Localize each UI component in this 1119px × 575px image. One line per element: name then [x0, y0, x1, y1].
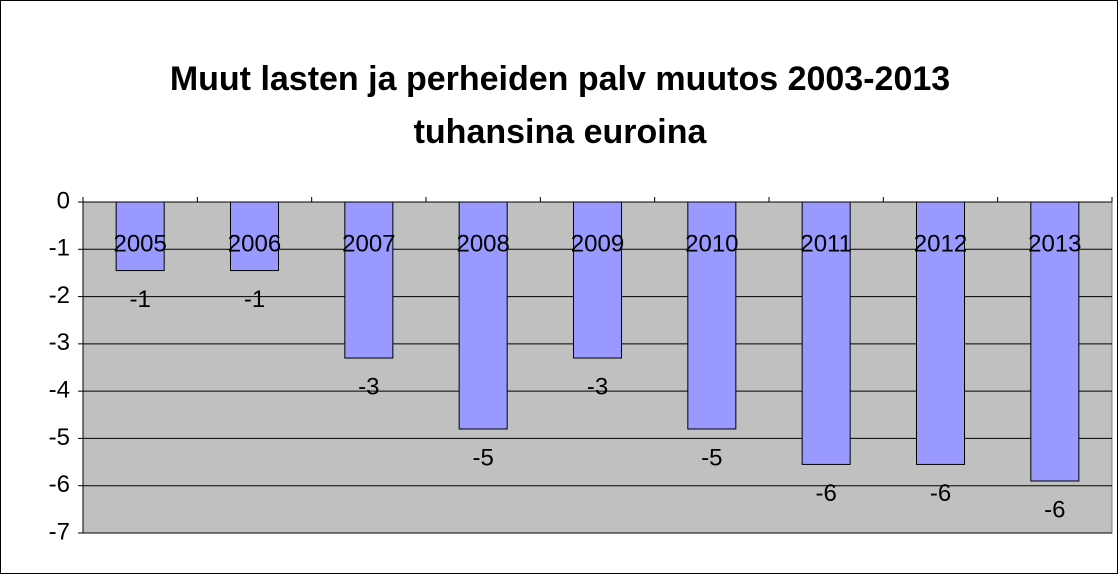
value-label: -1: [244, 286, 265, 313]
value-label: -6: [930, 480, 951, 507]
y-tick-label: -7: [49, 518, 70, 545]
value-label: -3: [358, 373, 379, 400]
x-tick-label: 2007: [342, 230, 395, 257]
y-tick-label: -4: [49, 376, 70, 403]
bar: [115, 201, 165, 272]
bar: [687, 201, 737, 430]
value-label: -5: [472, 444, 493, 471]
value-label: -3: [587, 373, 608, 400]
bar: [229, 201, 280, 272]
y-tick-label: -2: [49, 282, 70, 309]
value-label: -6: [1044, 496, 1065, 523]
chart-title: Muut lasten ja perheiden palv muutos 200…: [170, 60, 950, 98]
x-tick-label: 2011: [800, 230, 852, 257]
y-tick-label: -1: [49, 235, 70, 262]
chart-title: tuhansina euroina: [414, 113, 708, 151]
value-label: -5: [701, 444, 722, 471]
x-tick-label: 2008: [456, 230, 509, 257]
x-tick-label: 2009: [571, 230, 624, 257]
bar: [572, 201, 623, 359]
y-tick-label: 0: [57, 187, 70, 214]
value-label: -6: [815, 480, 836, 507]
x-tick-label: 2005: [113, 230, 166, 257]
bar: [344, 201, 394, 359]
bar: [915, 201, 966, 465]
x-tick-label: 2010: [685, 230, 738, 257]
bar: [1030, 201, 1080, 482]
y-tick-label: -5: [49, 424, 70, 451]
value-label: -1: [129, 286, 150, 313]
x-tick-label: 2012: [914, 230, 967, 257]
x-tick-label: 2013: [1028, 230, 1081, 257]
y-tick-label: -3: [49, 329, 70, 356]
x-tick-label: 2006: [228, 230, 281, 257]
bar: [458, 201, 508, 430]
y-tick-label: -6: [49, 471, 70, 498]
